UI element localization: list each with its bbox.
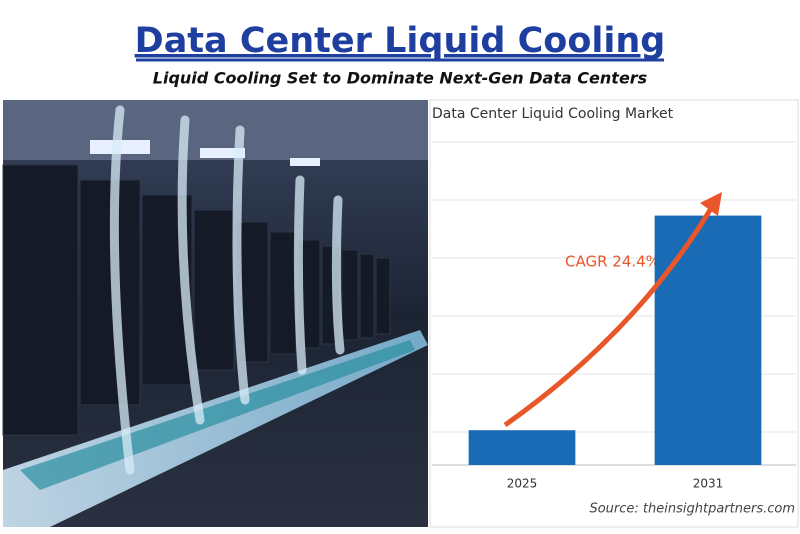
x-tick-label: 2031 [693,477,724,491]
x-tick-label: 2025 [507,477,538,491]
growth-arrow [503,198,719,428]
bar [468,430,576,465]
chart-title: Data Center Liquid Cooling Market [432,106,674,122]
photo [2,100,428,527]
page-subtitle: Liquid Cooling Set to Dominate Next-Gen … [153,69,647,88]
source: Source: theinsightpartners.com [589,502,795,517]
arrow-head [700,192,722,216]
cagr-annotation: CAGR 24.4% [565,253,660,271]
bar [654,215,762,465]
page-title: Data Center Liquid Cooling [135,21,666,61]
